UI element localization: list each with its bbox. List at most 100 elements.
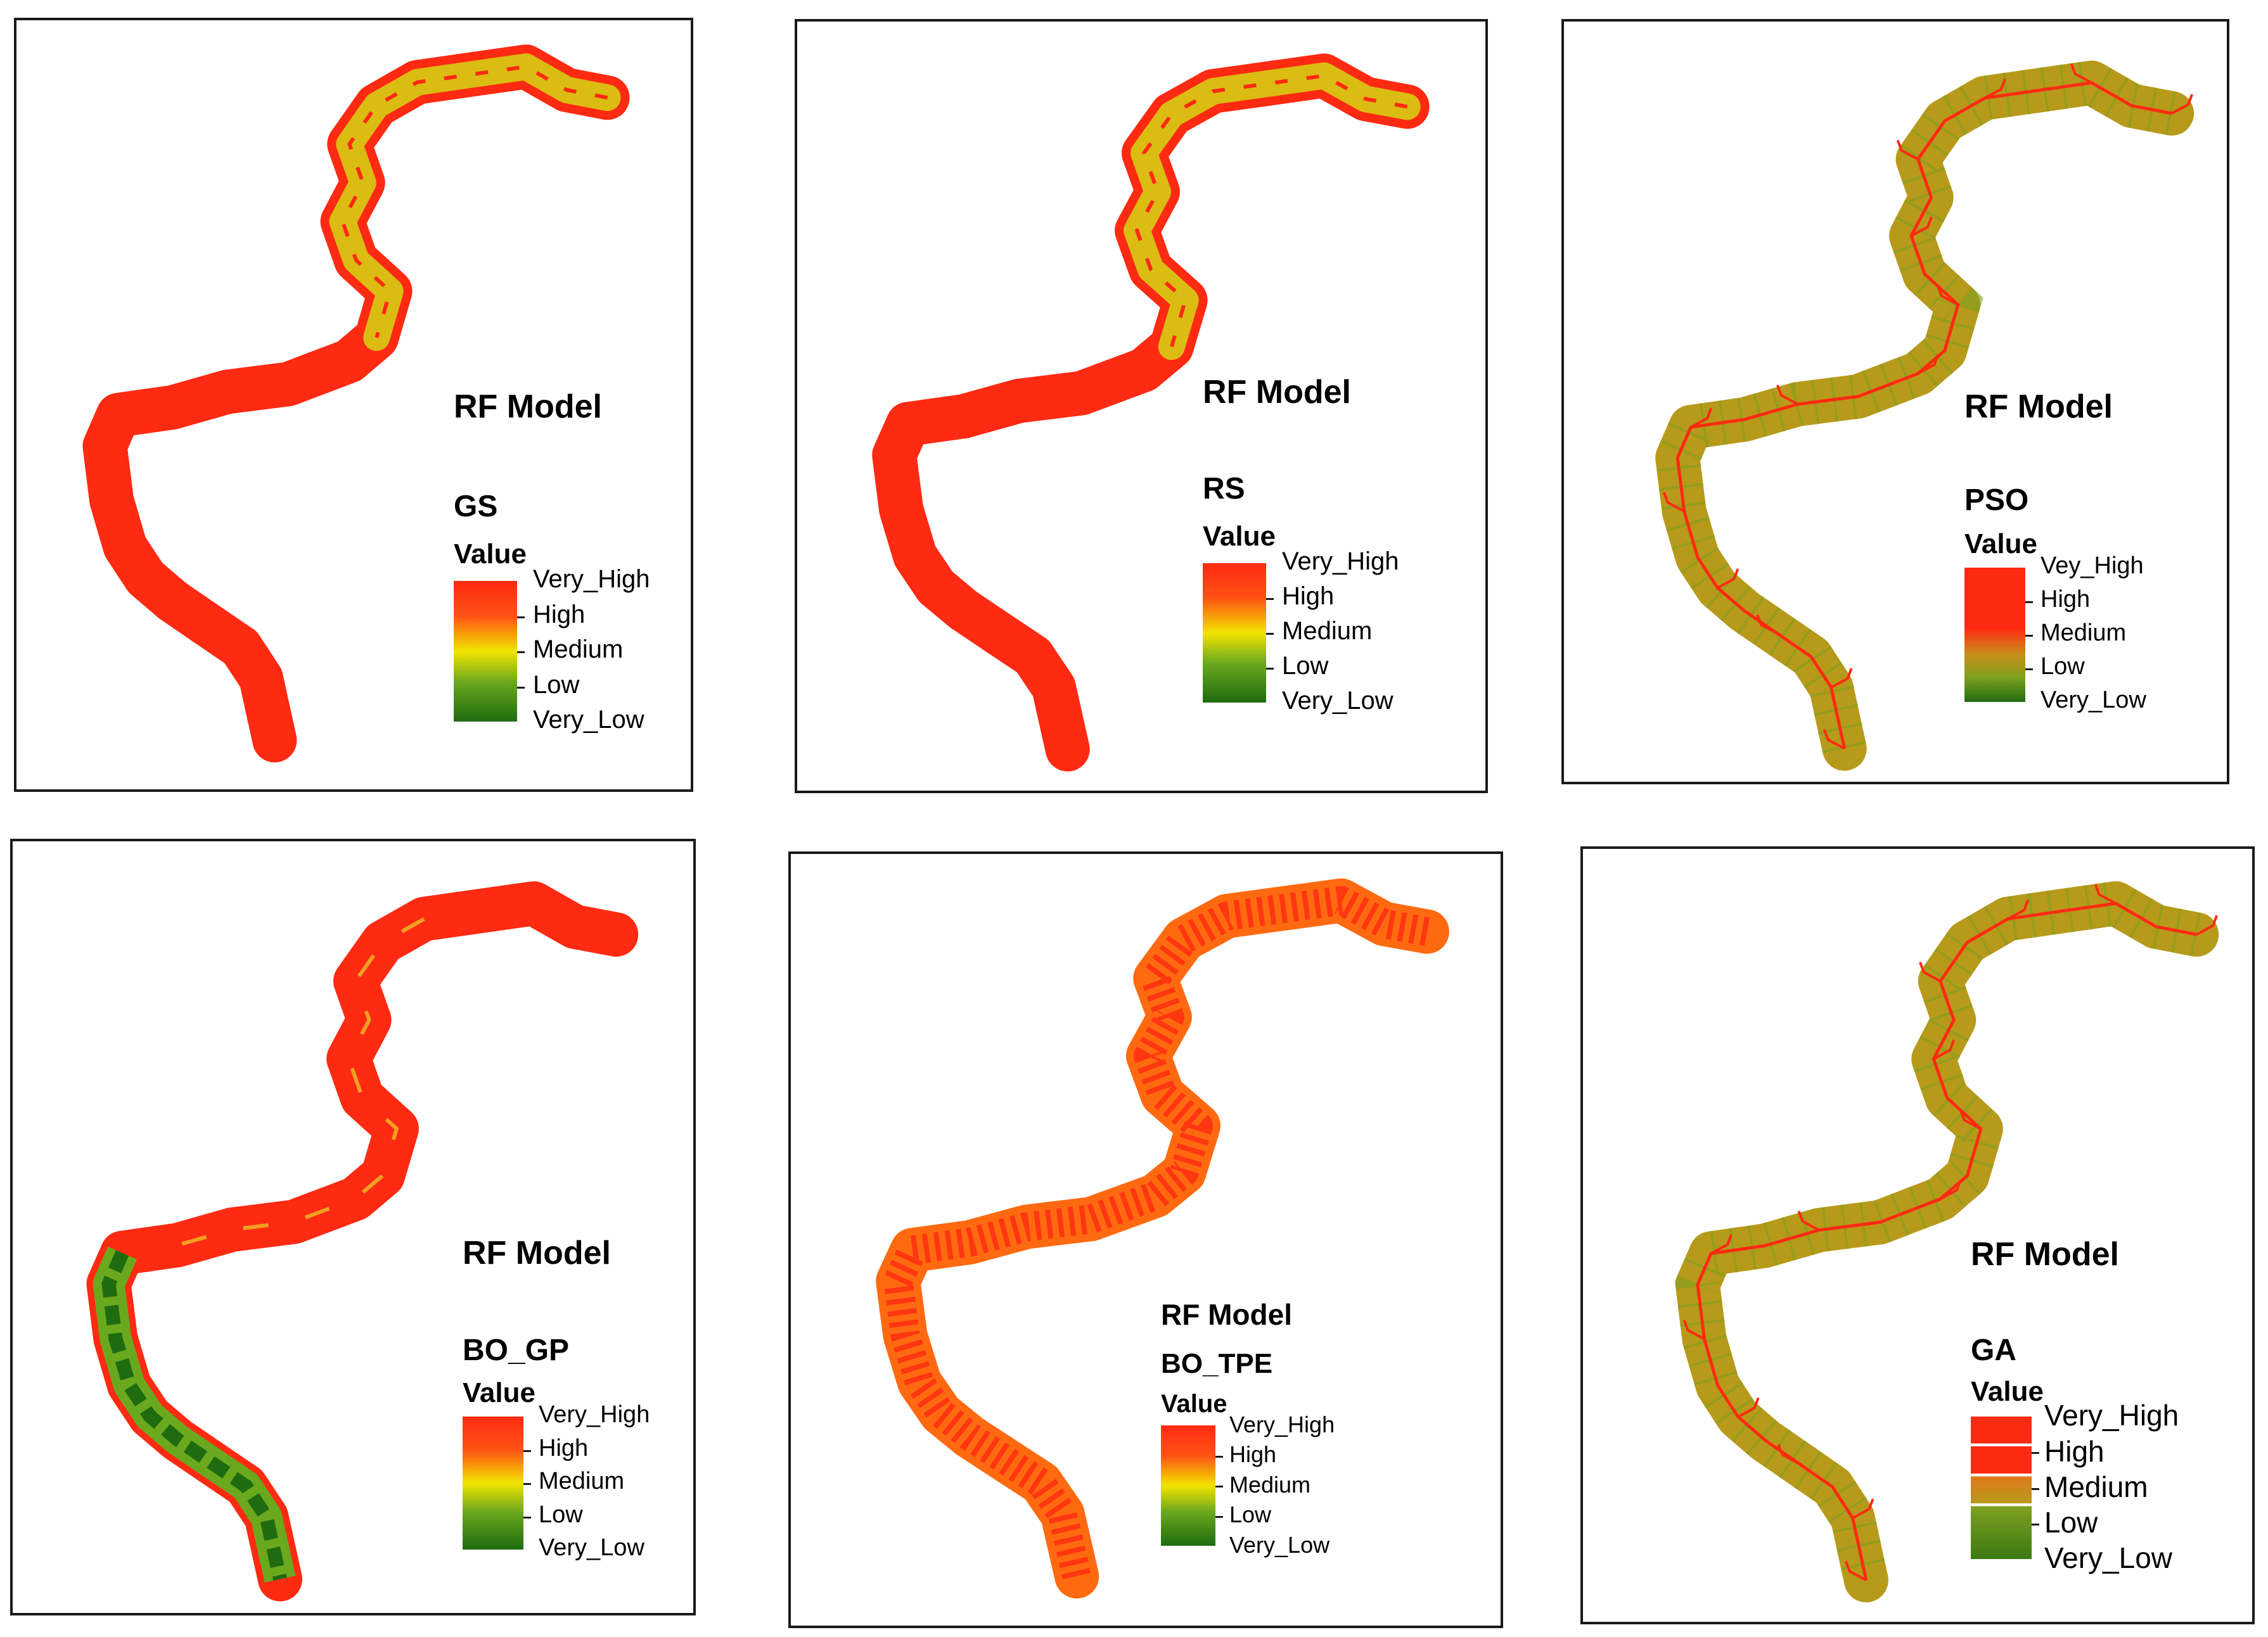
legend-color-ramp (1203, 563, 1266, 703)
river-corridor (82, 44, 630, 763)
drainage-branch (1830, 668, 1853, 689)
model-title: RF Model (454, 388, 602, 425)
method-name: RS (1203, 472, 1245, 506)
legend-class-label: Very_Low (539, 1534, 644, 1562)
legend-class-label: High (1229, 1441, 1277, 1468)
drainage-branch (2007, 899, 2030, 920)
drainage-branch (1911, 216, 1933, 238)
legend-class-label: Medium (1282, 617, 1373, 646)
legend-class-label: Very_High (2044, 1399, 2179, 1432)
legend-class-label: Low (1229, 1501, 1272, 1528)
drainage-branch (1682, 1319, 1705, 1341)
map-panel-pso: RF Model PSO Value Vey_High High Medium Low… (1561, 19, 2229, 784)
medium-streak (176, 917, 425, 1247)
legend-class-label: High (533, 600, 586, 628)
method-name: GA (1971, 1334, 2016, 1367)
river-corridor (1674, 880, 2219, 1603)
legend-class-label: Very_High (1229, 1411, 1335, 1437)
legend-class-label: Medium (1229, 1471, 1311, 1498)
legend-tick (2025, 668, 2033, 670)
drainage-branch (1710, 1233, 1733, 1255)
river-corridor-map (1674, 880, 2219, 1603)
drainage-branch (1959, 1109, 1982, 1130)
legend-tick (2032, 1452, 2039, 1455)
river-corridor (872, 53, 1430, 772)
river-corridor (876, 878, 1449, 1599)
legend-class-label: Very_Low (2041, 687, 2146, 714)
medium-zone (329, 53, 621, 351)
drainage-branch (2094, 884, 2117, 905)
legend-tick (1215, 1455, 1223, 1458)
legend-color-ramp (1161, 1425, 1215, 1546)
legend-class-label: Medium (2044, 1470, 2148, 1503)
river-corridor-map (876, 878, 1449, 1599)
legend-heading: Value (1964, 528, 2037, 559)
drainage-branch (1917, 354, 1940, 375)
drainage-branch (1936, 285, 1959, 306)
legend-color-ramp (1971, 1417, 2032, 1559)
legend-tick (2032, 1523, 2039, 1526)
map-panel-rs: RF Model RS Value Very_High High Medium Low… (795, 19, 1488, 793)
model-title: RF Model (1964, 388, 2113, 425)
drainage-branch (1933, 1039, 1956, 1061)
legend-tick (517, 686, 525, 689)
drainage-branch (1852, 1498, 1874, 1519)
very-low-zone (101, 1250, 287, 1581)
legend-tick (1266, 598, 1274, 600)
legend-class-label: Medium (2041, 620, 2127, 647)
drainage-branch (1823, 729, 1845, 750)
legend-tick (2032, 1487, 2039, 1490)
legend-color-ramp (454, 581, 517, 722)
map-panel-gs: RF Model GS Value Very_High High Medium Low… (14, 18, 693, 792)
corridor-body (876, 878, 1449, 1599)
legend-tick (517, 616, 525, 618)
legend-tick (523, 1516, 531, 1519)
legend-heading: Value (463, 1377, 535, 1408)
drainage-main-line (1696, 901, 2197, 1581)
medium-zone (1124, 62, 1421, 360)
legend-class-label: Low (539, 1501, 583, 1528)
drainage-branch (1662, 492, 1685, 513)
legend-tick (1215, 1515, 1223, 1518)
legend-class-label: Medium (533, 635, 624, 664)
map-panel-bo-gp: RF Model BO_GP Value Very_High High Medium… (10, 839, 696, 1615)
legend-class-label: Very_Low (1229, 1531, 1330, 1558)
drainage-branch (1777, 1444, 1800, 1465)
map-panel-ga: RF Model GA Value Very_High High Medium Low… (1580, 846, 2255, 1624)
legend-class-label: Very_High (533, 565, 650, 594)
method-name: PSO (1964, 483, 2029, 517)
river-corridor-map (86, 881, 639, 1602)
legend-class-label: Very_Low (1282, 687, 1393, 715)
drainage-branch (1756, 614, 1779, 635)
legend-heading: Value (1161, 1390, 1227, 1418)
method-name: BO_TPE (1161, 1348, 1273, 1379)
legend-heading: Value (1971, 1376, 2044, 1407)
drainage-branch (1717, 568, 1739, 589)
river-corridor-map (82, 44, 630, 763)
model-title: RF Model (1971, 1236, 2119, 1273)
drainage-main-line (1675, 81, 2172, 749)
legend-tick (2025, 601, 2033, 603)
drainage-branch (2171, 94, 2194, 115)
river-corridor-map (872, 53, 1430, 772)
drainage-branch (2196, 915, 2219, 936)
legend-tick (2025, 635, 2033, 637)
legend-class-label: Very_Low (533, 706, 644, 734)
river-corridor (1655, 60, 2194, 771)
legend-class-label: Very_Low (2044, 1541, 2173, 1575)
legend-class-label: Low (1282, 652, 1329, 680)
legend-class-label: Low (2041, 653, 2085, 680)
model-title: RF Model (1203, 374, 1351, 411)
legend-tick (517, 651, 525, 653)
legend-heading: Value (454, 538, 527, 570)
drainage-branch (2070, 63, 2092, 84)
legend-class-label: High (539, 1434, 589, 1462)
drainage-branch (1919, 962, 1941, 983)
legend-tick (1266, 668, 1274, 670)
legend-class-label: Vey_High (2041, 552, 2144, 580)
drainage-branch (1984, 79, 2006, 99)
drainage-branch (1896, 139, 1919, 161)
legend-tick (523, 1483, 531, 1485)
drainage-branch (1690, 407, 1713, 429)
drainage-branch (1939, 1179, 1962, 1201)
